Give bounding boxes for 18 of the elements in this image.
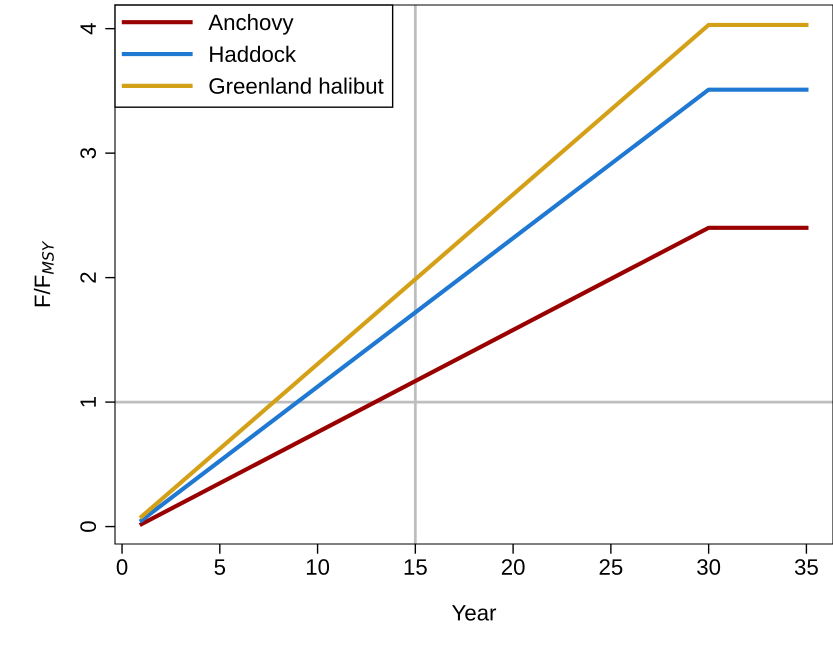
x-tick-label: 30 — [697, 559, 720, 575]
legend-label: Anchovy — [208, 14, 294, 35]
x-tick-label: 25 — [600, 559, 622, 575]
y-tick-label: 4 — [80, 23, 96, 34]
x-axis-title: Year — [452, 605, 496, 621]
y-axis-title: F/F$_{MSY}$ — [34, 240, 54, 306]
x-tick-label: 5 — [214, 559, 226, 575]
y-tick-label: 3 — [80, 148, 96, 158]
x-tick-label: 0 — [116, 559, 128, 575]
x-tick-label: 35 — [794, 559, 818, 575]
y-tick-label: 0 — [80, 521, 96, 532]
legend-label: Greenland halibut — [209, 78, 384, 94]
x-tick-label: 20 — [502, 559, 525, 575]
x-tick-label: 10 — [306, 559, 330, 575]
y-tick-label: 1 — [80, 396, 96, 407]
legend-label: Haddock — [210, 46, 296, 62]
x-tick-label: 15 — [404, 559, 427, 575]
y-tick-label: 2 — [80, 272, 96, 283]
